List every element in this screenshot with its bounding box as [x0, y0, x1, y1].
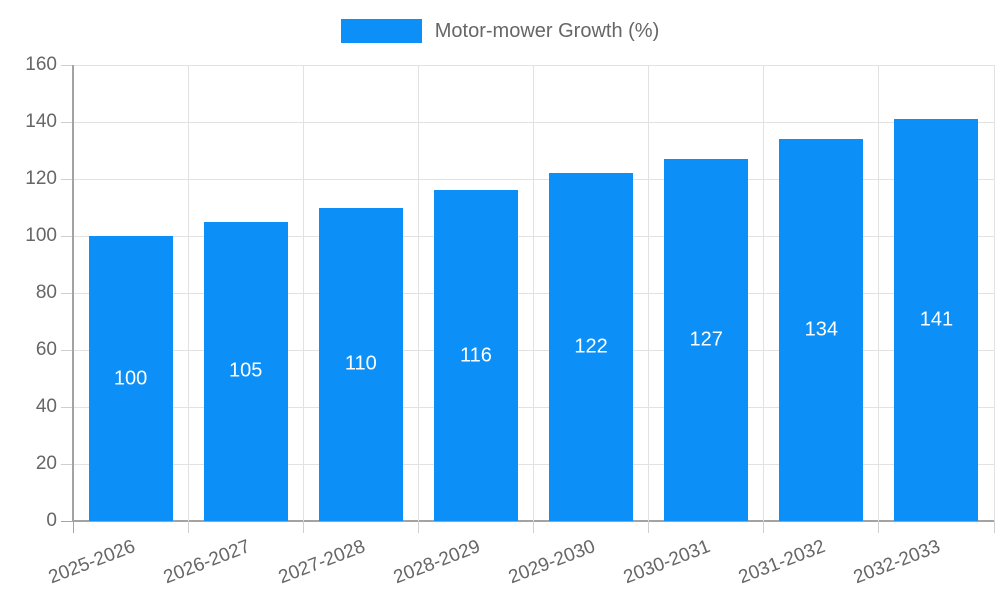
- bar: [203, 221, 288, 521]
- bar-value-label: 122: [574, 335, 608, 358]
- bar-value-label: 105: [229, 359, 263, 382]
- y-tick-label: 160: [25, 54, 57, 75]
- bar-value-label: 116: [459, 344, 492, 367]
- gridline: [763, 65, 765, 521]
- bar-value-label: 100: [113, 367, 148, 389]
- x-tick-mark: [533, 521, 534, 533]
- x-tick-mark: [187, 521, 189, 533]
- bar: [549, 173, 634, 521]
- y-tick-label: 100: [25, 225, 57, 246]
- y-tick-mark: [61, 407, 73, 408]
- x-tick-mark: [302, 521, 304, 533]
- x-tick-mark: [878, 521, 880, 533]
- y-tick-label: 80: [35, 282, 57, 303]
- bar: [779, 139, 864, 521]
- x-tick-mark: [417, 521, 419, 533]
- x-tick-mark: [763, 521, 765, 533]
- gridline: [878, 65, 880, 521]
- gridline: [533, 65, 534, 521]
- x-tick-mark: [72, 521, 74, 533]
- y-tick-label: 140: [25, 111, 57, 132]
- x-tick-mark: [648, 521, 650, 533]
- bar: [88, 236, 173, 521]
- legend-item[interactable]: Motor-mower Growth (%): [340, 19, 660, 43]
- y-tick-mark: [61, 350, 73, 351]
- bar-value-label: 110: [344, 352, 377, 375]
- x-tick-mark: [993, 521, 995, 533]
- y-tick-label: 120: [25, 168, 57, 189]
- bar-value-label: 127: [689, 328, 723, 351]
- y-tick-label: 60: [35, 339, 57, 360]
- y-tick-mark: [61, 521, 73, 522]
- bar: [433, 190, 518, 521]
- y-tick-mark: [61, 65, 73, 66]
- bar-value-label: 134: [804, 318, 838, 341]
- bar: [894, 119, 979, 521]
- legend-label: Motor-mower Growth (%): [434, 19, 660, 42]
- gridline: [648, 65, 650, 521]
- y-tick-mark: [61, 464, 73, 465]
- bar: [318, 207, 403, 521]
- bar: [664, 159, 749, 521]
- legend: Motor-mower Growth (%): [0, 16, 1000, 46]
- y-tick-label: 40: [35, 396, 57, 417]
- gridline: [187, 65, 189, 521]
- gridline: [302, 65, 304, 521]
- bar-value-label: 141: [919, 308, 954, 331]
- y-tick-mark: [61, 122, 73, 123]
- y-axis-line: [72, 65, 74, 521]
- y-tick-mark: [61, 179, 73, 180]
- legend-swatch: [340, 19, 422, 43]
- y-tick-label: 0: [46, 510, 57, 531]
- gridline: [993, 65, 995, 521]
- gridline: [417, 65, 419, 521]
- y-tick-mark: [61, 236, 73, 237]
- y-tick-label: 20: [35, 453, 57, 474]
- y-tick-mark: [61, 293, 73, 294]
